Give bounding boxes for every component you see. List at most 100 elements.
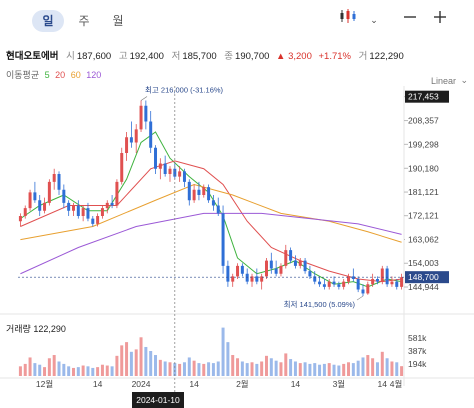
candle-body bbox=[105, 202, 109, 209]
volume-bar bbox=[308, 363, 312, 376]
candle-body bbox=[163, 163, 167, 174]
candle-body bbox=[236, 265, 240, 277]
candle-body bbox=[18, 216, 22, 222]
volume-bar bbox=[187, 357, 191, 376]
x-tick-label: 2월 bbox=[236, 379, 249, 389]
candle-body bbox=[332, 281, 336, 285]
volume-bar bbox=[342, 363, 346, 376]
candle-body bbox=[380, 268, 384, 282]
candlesticks bbox=[18, 100, 404, 297]
tab-month[interactable]: 월 bbox=[112, 14, 124, 28]
current-price-tag-bg bbox=[405, 271, 449, 284]
candle-body bbox=[385, 268, 389, 285]
ma-legend-label: 이동평균 bbox=[6, 70, 40, 80]
volume-bar bbox=[385, 358, 389, 376]
candle-body bbox=[366, 284, 370, 294]
candle-body bbox=[250, 276, 254, 282]
candle-body bbox=[289, 250, 293, 261]
candle-body bbox=[342, 281, 346, 287]
chart-grid bbox=[0, 86, 474, 386]
volume-bar bbox=[139, 337, 143, 376]
candle-body bbox=[47, 181, 51, 203]
candle-body bbox=[207, 187, 211, 201]
candle-body bbox=[390, 281, 394, 285]
plus-icon[interactable] bbox=[428, 8, 452, 32]
candle-body bbox=[173, 168, 177, 177]
candle-body bbox=[76, 205, 80, 216]
volume-bar bbox=[327, 363, 331, 376]
volume-bar bbox=[303, 362, 307, 376]
volume-bar bbox=[33, 363, 37, 376]
volume-bar bbox=[91, 367, 95, 376]
candle-body bbox=[221, 213, 225, 266]
scale-mode-select[interactable]: Linear bbox=[430, 76, 456, 86]
volume-bar bbox=[144, 346, 148, 376]
volume-bar bbox=[390, 361, 394, 376]
volume-bar bbox=[347, 362, 351, 376]
volume-bar bbox=[129, 351, 133, 376]
scale-chevron-icon[interactable]: ⌄ bbox=[460, 75, 468, 85]
candle-body bbox=[245, 273, 249, 282]
volume-bar bbox=[226, 342, 230, 376]
y-tick-label: 190,180 bbox=[408, 163, 439, 173]
ma-legend-20[interactable]: 20 bbox=[55, 70, 66, 80]
candle-body bbox=[110, 202, 114, 206]
candle-body bbox=[264, 260, 268, 277]
candle-body bbox=[120, 153, 124, 182]
candle-body bbox=[322, 284, 326, 287]
candlestick-icon[interactable] bbox=[336, 8, 360, 32]
minus-icon[interactable] bbox=[398, 8, 422, 32]
candle-body bbox=[274, 268, 278, 274]
volume-bar bbox=[134, 349, 138, 376]
candle-body bbox=[86, 208, 90, 219]
volume-bar bbox=[264, 355, 268, 376]
tab-day[interactable]: 일 bbox=[32, 10, 64, 32]
candle-body bbox=[313, 276, 317, 282]
price-chart[interactable]: 217,453 208,357 199,298 190,180 181,121 172,1… bbox=[0, 86, 474, 392]
ma-legend-5[interactable]: 5 bbox=[44, 70, 50, 80]
volume-bar bbox=[67, 366, 71, 376]
volume-bar bbox=[154, 355, 158, 376]
chart-toolbar: 일 주 월 ⌄ bbox=[0, 0, 474, 40]
candle-body bbox=[216, 205, 220, 214]
volume-bar bbox=[96, 367, 100, 376]
volume-bar bbox=[337, 365, 341, 376]
volume-bar bbox=[255, 363, 259, 376]
volume-bar bbox=[57, 361, 61, 376]
candle-body bbox=[158, 163, 162, 169]
chevron-down-icon[interactable]: ⌄ bbox=[370, 15, 378, 25]
volume-bar bbox=[182, 362, 186, 376]
candle-body bbox=[43, 202, 47, 211]
ma-legend-60[interactable]: 60 bbox=[70, 70, 81, 80]
volume-bar bbox=[100, 364, 104, 376]
candle-body bbox=[134, 129, 138, 143]
x-tick-label: 2024 bbox=[132, 379, 151, 389]
volume-bar bbox=[332, 364, 336, 376]
ma-legend-120[interactable]: 120 bbox=[86, 70, 102, 80]
volume-value: 122,290 bbox=[369, 51, 404, 62]
volume-bar bbox=[236, 358, 240, 376]
candle-body bbox=[375, 279, 379, 282]
volume-bar bbox=[221, 327, 225, 376]
candle-body bbox=[231, 276, 235, 282]
candle-body bbox=[71, 205, 75, 211]
volume-bars bbox=[18, 327, 404, 376]
volume-bar bbox=[216, 361, 220, 376]
volume-bar bbox=[207, 362, 211, 376]
volume-bar bbox=[380, 351, 384, 376]
tab-week[interactable]: 주 bbox=[78, 14, 90, 28]
high-value: 192,400 bbox=[129, 51, 164, 62]
candle-body bbox=[62, 189, 66, 203]
volume-bar bbox=[231, 355, 235, 376]
open-label: 시 bbox=[66, 51, 75, 62]
candle-body bbox=[255, 276, 259, 282]
volume-bar bbox=[400, 366, 404, 376]
stock-name: 현대오토에버 bbox=[6, 51, 59, 62]
volume-bar bbox=[211, 363, 215, 376]
volume-axis-label: 581k bbox=[408, 333, 427, 343]
candle-body bbox=[139, 105, 143, 130]
volume-bar bbox=[43, 367, 47, 376]
volume-bar bbox=[76, 367, 80, 376]
x-tick-label: 14 bbox=[189, 379, 199, 389]
volume-bar bbox=[318, 364, 322, 376]
